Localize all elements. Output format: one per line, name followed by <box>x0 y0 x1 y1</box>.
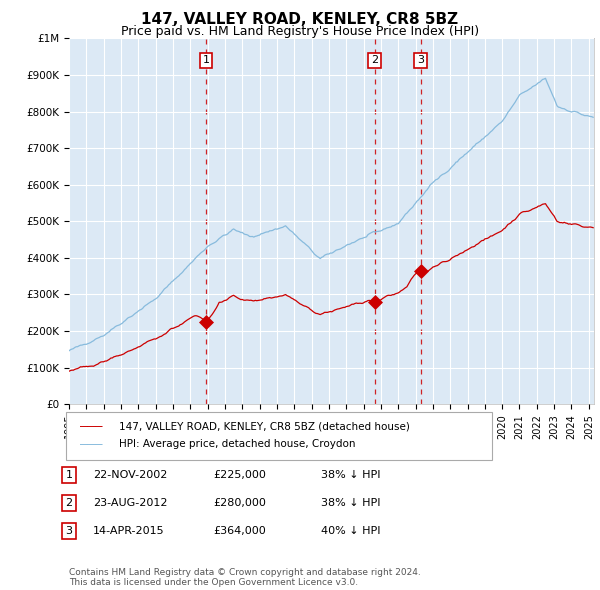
Text: 22-NOV-2002: 22-NOV-2002 <box>93 470 167 480</box>
Text: Price paid vs. HM Land Registry's House Price Index (HPI): Price paid vs. HM Land Registry's House … <box>121 25 479 38</box>
Text: 2: 2 <box>65 498 73 507</box>
Text: 23-AUG-2012: 23-AUG-2012 <box>93 498 167 507</box>
Text: 38% ↓ HPI: 38% ↓ HPI <box>321 498 380 507</box>
Text: 3: 3 <box>417 55 424 65</box>
Text: This data is licensed under the Open Government Licence v3.0.: This data is licensed under the Open Gov… <box>69 578 358 588</box>
Text: ———: ——— <box>80 420 103 433</box>
Text: 2: 2 <box>371 55 379 65</box>
Text: 147, VALLEY ROAD, KENLEY, CR8 5BZ (detached house): 147, VALLEY ROAD, KENLEY, CR8 5BZ (detac… <box>119 422 410 431</box>
Text: 40% ↓ HPI: 40% ↓ HPI <box>321 526 380 536</box>
Text: £280,000: £280,000 <box>213 498 266 507</box>
Text: 3: 3 <box>65 526 73 536</box>
Text: £364,000: £364,000 <box>213 526 266 536</box>
Text: Contains HM Land Registry data © Crown copyright and database right 2024.: Contains HM Land Registry data © Crown c… <box>69 568 421 577</box>
Text: HPI: Average price, detached house, Croydon: HPI: Average price, detached house, Croy… <box>119 440 355 449</box>
Text: 1: 1 <box>202 55 209 65</box>
Text: 147, VALLEY ROAD, KENLEY, CR8 5BZ: 147, VALLEY ROAD, KENLEY, CR8 5BZ <box>142 12 458 27</box>
Text: £225,000: £225,000 <box>213 470 266 480</box>
Text: 38% ↓ HPI: 38% ↓ HPI <box>321 470 380 480</box>
Text: 14-APR-2015: 14-APR-2015 <box>93 526 164 536</box>
Text: 1: 1 <box>65 470 73 480</box>
Text: ———: ——— <box>80 438 103 451</box>
